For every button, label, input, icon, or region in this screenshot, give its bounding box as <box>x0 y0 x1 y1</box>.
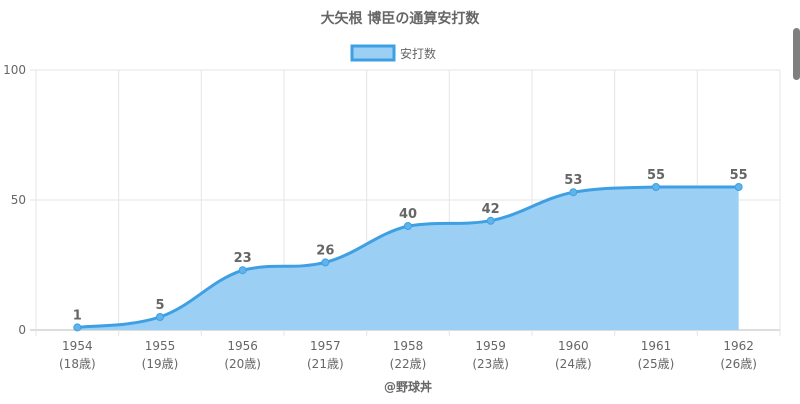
x-tick-label: 1954 <box>62 339 93 353</box>
data-label: 40 <box>399 207 417 222</box>
y-tick-label: 100 <box>3 63 26 77</box>
data-label: 42 <box>482 202 500 217</box>
x-tick-label: 1960 <box>558 339 589 353</box>
data-label: 55 <box>647 168 665 183</box>
data-label: 23 <box>234 251 252 266</box>
x-tick-sublabel: (20歳) <box>224 357 261 371</box>
data-point[interactable] <box>404 222 412 230</box>
y-tick-label: 0 <box>18 323 26 337</box>
y-tick-label: 50 <box>11 193 26 207</box>
grid-layer <box>30 69 781 336</box>
data-point[interactable] <box>238 266 247 275</box>
x-tick-label: 1957 <box>310 339 341 353</box>
data-point[interactable] <box>486 216 495 225</box>
legend-label: 安打数 <box>400 46 436 61</box>
legend[interactable]: 安打数 <box>350 44 436 62</box>
x-tick-sublabel: (22歳) <box>390 357 427 371</box>
data-point[interactable] <box>156 313 164 321</box>
chart-title: 大矢根 博臣の通算安打数 <box>321 10 481 27</box>
data-point[interactable] <box>321 258 330 267</box>
x-tick-sublabel: (24歳) <box>555 357 592 371</box>
x-tick-label: 1961 <box>641 339 672 353</box>
data-label: 53 <box>564 173 582 188</box>
data-label: 5 <box>155 298 164 313</box>
data-point[interactable] <box>73 323 82 332</box>
x-tick-label: 1958 <box>393 339 424 353</box>
label-layer: 1 5 23 26 40 42 53 55 55 <box>73 168 748 323</box>
x-tick-label: 1962 <box>723 339 754 353</box>
x-tick-sublabel: (21歳) <box>307 357 344 371</box>
data-point[interactable] <box>569 188 578 197</box>
x-tick-label: 1956 <box>227 339 258 353</box>
data-label: 1 <box>73 308 82 323</box>
data-point[interactable] <box>652 183 660 191</box>
x-tick-sublabel: (25歳) <box>638 357 675 371</box>
data-point[interactable] <box>734 183 743 191</box>
x-tick-sublabel: (18歳) <box>59 357 96 371</box>
x-tick-label: 1955 <box>145 339 176 353</box>
data-label: 26 <box>316 243 334 258</box>
scrollbar-thumb[interactable] <box>793 28 800 80</box>
axis-layer: 0 50 100 1954 (18歳) 1955 (19歳) 1956 (20歳) 1957 (21… <box>3 63 757 371</box>
x-tick-label: 1959 <box>475 339 506 353</box>
x-tick-sublabel: (19歳) <box>142 357 179 371</box>
x-tick-sublabel: (26歳) <box>720 357 757 371</box>
data-label: 55 <box>730 168 748 183</box>
series-area <box>77 187 739 330</box>
credit-text: @野球丼 <box>384 379 432 394</box>
point-layer <box>73 183 743 332</box>
x-tick-sublabel: (23歳) <box>472 357 509 371</box>
legend-swatch <box>350 44 396 62</box>
